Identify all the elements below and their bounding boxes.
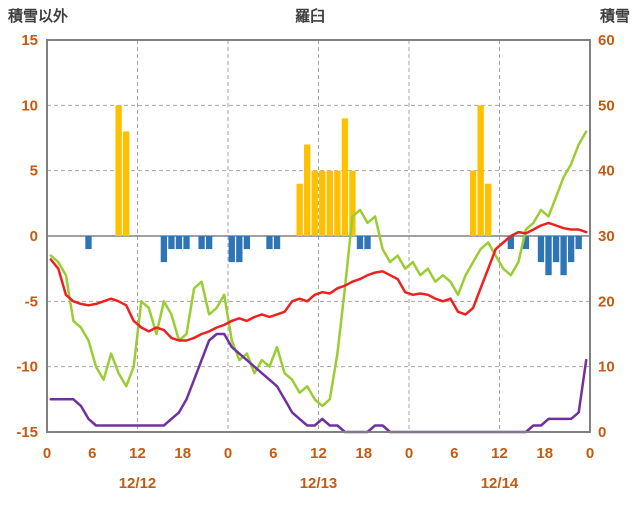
right-axis-title: 積雪 <box>599 7 630 25</box>
right-axis-tick: 50 <box>598 97 615 114</box>
x-axis-tick: 12 <box>491 445 508 462</box>
snowfall-bar <box>304 144 311 236</box>
right-axis-tick: 30 <box>598 228 615 245</box>
negative-bar <box>266 236 273 250</box>
x-axis-tick: 6 <box>269 445 277 462</box>
left-axis-tick: 15 <box>21 32 38 49</box>
snowfall-bar <box>334 170 341 236</box>
x-axis-tick: 18 <box>355 445 372 462</box>
x-axis-tick: 0 <box>586 445 594 462</box>
snowfall-bar <box>477 105 484 236</box>
negative-bar <box>575 236 582 250</box>
negative-bar <box>175 236 183 250</box>
negative-bar <box>273 236 281 250</box>
chart-title: 羅臼 <box>295 7 325 25</box>
snowfall-bar <box>326 170 333 236</box>
date-label: 12/12 <box>119 475 157 492</box>
left-axis-tick: 0 <box>30 228 38 245</box>
x-axis-tick: 0 <box>405 445 413 462</box>
left-axis-tick: -15 <box>16 424 38 441</box>
negative-bar <box>243 236 251 250</box>
negative-bar <box>507 236 514 250</box>
negative-bar <box>183 236 190 250</box>
green-line <box>49 130 588 408</box>
red-line <box>49 221 588 342</box>
negative-bar <box>356 236 364 250</box>
x-axis-tick: 6 <box>88 445 96 462</box>
x-axis-tick: 6 <box>450 445 458 462</box>
snowfall-bar <box>296 183 303 236</box>
right-axis-tick: 60 <box>598 32 615 49</box>
snowfall-bar <box>485 183 492 236</box>
left-axis-tick: 10 <box>21 97 38 114</box>
snowfall-bar <box>123 131 130 236</box>
negative-bar <box>567 236 575 263</box>
right-axis-tick: 20 <box>598 293 615 310</box>
negative-bar <box>205 236 213 250</box>
negative-bar <box>552 236 560 263</box>
right-axis-tick: 0 <box>598 424 606 441</box>
left-axis-tick: -5 <box>25 293 38 310</box>
date-label: 12/13 <box>300 475 338 492</box>
negative-bar <box>160 236 168 263</box>
negative-bar <box>545 236 552 276</box>
negative-bar <box>228 236 235 263</box>
negative-bar <box>236 236 243 263</box>
snowfall-bar <box>311 170 318 236</box>
x-axis-tick: 12 <box>310 445 327 462</box>
negative-bar <box>522 236 530 250</box>
snowfall-bar <box>469 170 477 236</box>
negative-bar <box>85 236 92 250</box>
snowfall-bar <box>115 105 122 236</box>
left-axis-title: 積雪以外 <box>7 7 68 25</box>
snowfall-bar <box>349 170 356 236</box>
x-axis-tick: 0 <box>224 445 232 462</box>
x-axis-tick: 18 <box>536 445 553 462</box>
right-axis-tick: 10 <box>598 359 615 376</box>
x-axis-tick: 18 <box>174 445 191 462</box>
snowfall-bar <box>319 170 326 236</box>
x-axis-tick: 12 <box>129 445 146 462</box>
left-axis-tick: 5 <box>30 163 38 180</box>
x-axis-tick: 0 <box>43 445 51 462</box>
negative-bar <box>364 236 371 250</box>
snowfall-bar <box>341 118 349 236</box>
negative-bar <box>560 236 567 276</box>
date-label: 12/14 <box>481 475 519 492</box>
negative-bar <box>198 236 205 250</box>
negative-bar <box>168 236 175 250</box>
left-axis-tick: -10 <box>16 359 38 376</box>
right-axis-tick: 40 <box>598 163 615 180</box>
negative-bar <box>537 236 545 263</box>
plot-frame <box>46 39 591 433</box>
